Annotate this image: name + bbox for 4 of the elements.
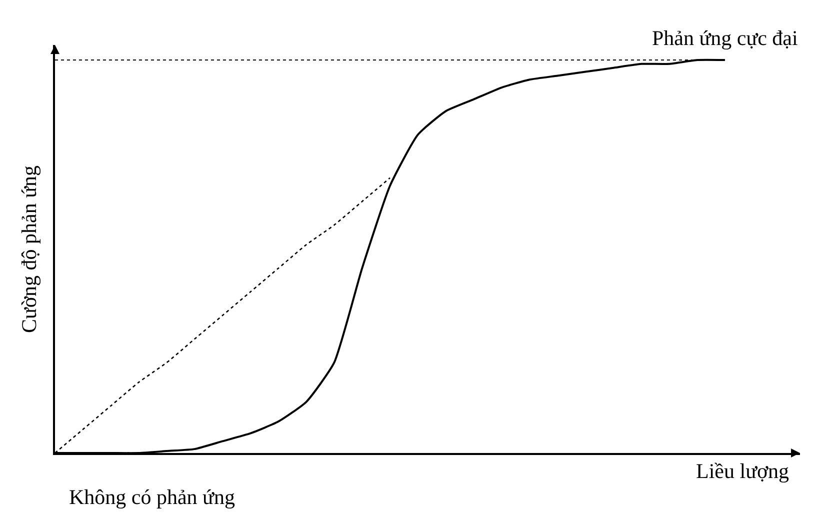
y-axis-title: Cường độ phản ứng — [17, 165, 41, 333]
x-axis-title: Liều lượng — [696, 459, 790, 483]
ref-line-label: Phản ứng cực đại — [652, 26, 798, 50]
text: Không có phản ứng — [69, 485, 236, 509]
